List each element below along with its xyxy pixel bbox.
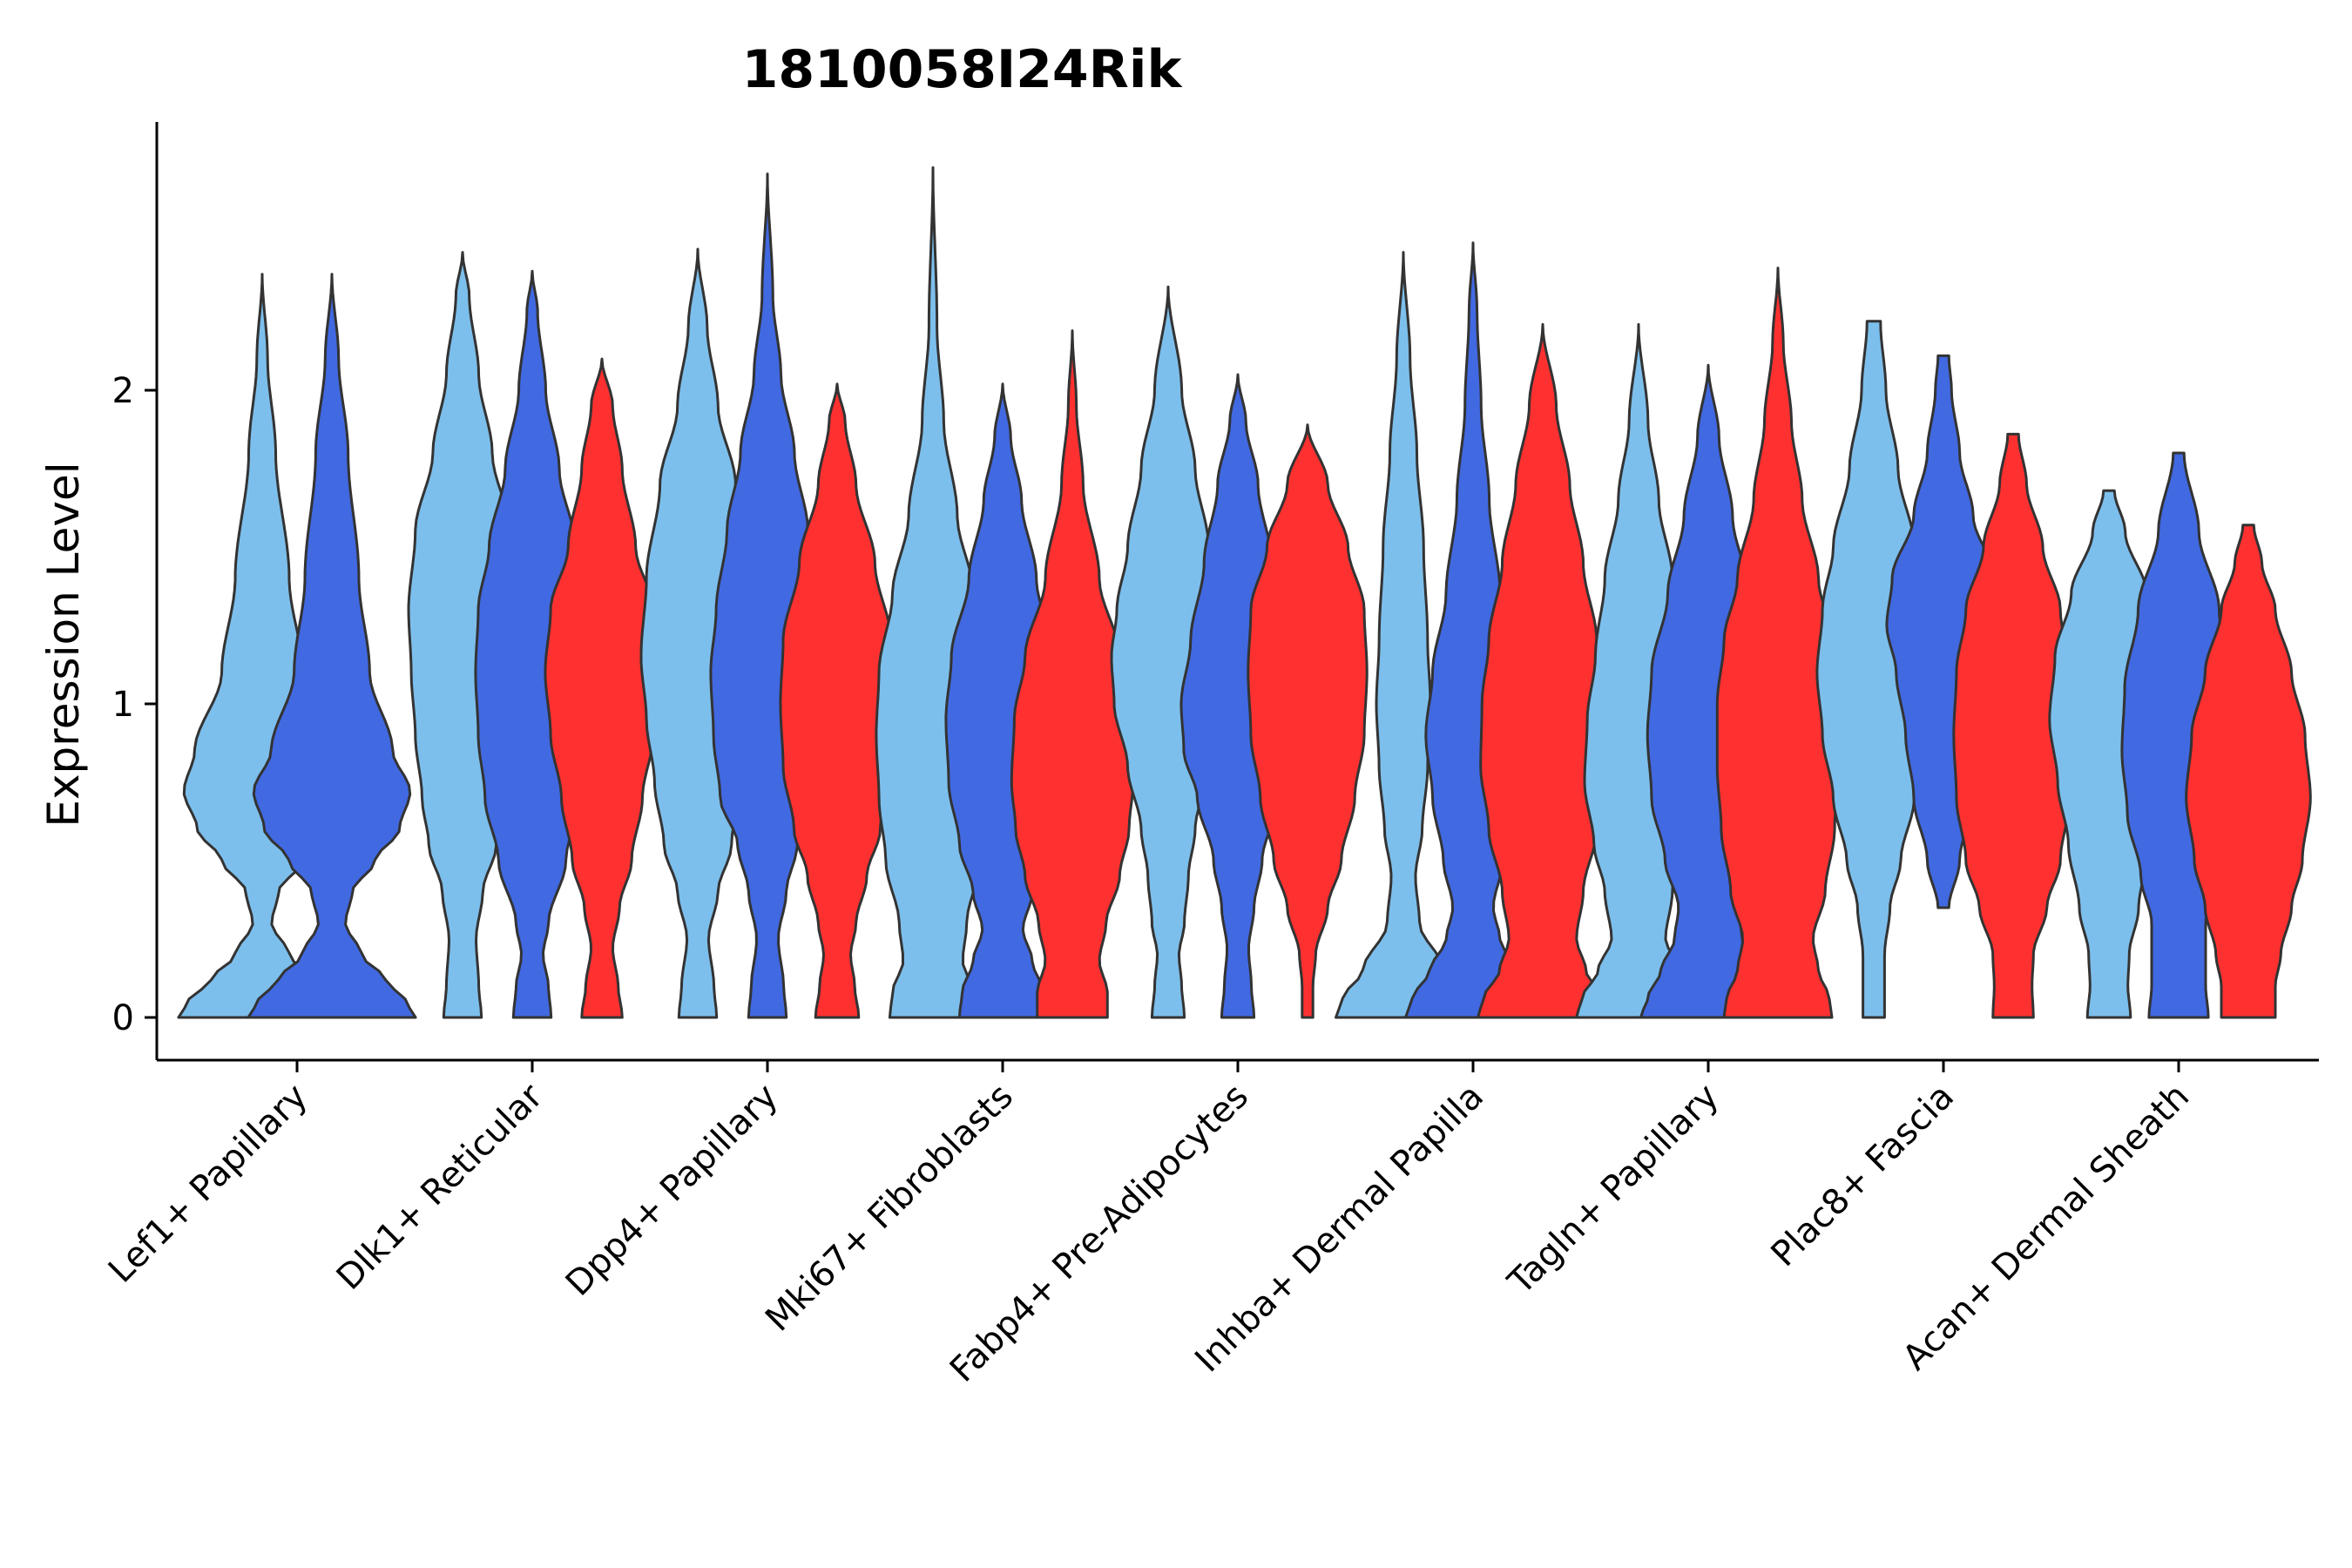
chart-title: 1810058I24Rik xyxy=(742,39,1184,100)
violin-8-right xyxy=(2185,524,2312,1019)
violin-4-right xyxy=(1247,423,1369,1019)
violins-layer xyxy=(177,166,2312,1019)
violin-5-right xyxy=(1477,322,1609,1019)
y-axis-label: Expression Level xyxy=(38,462,89,827)
x-tick-label: Lef1+ Papillary xyxy=(101,1077,315,1291)
y-tick-label: 0 xyxy=(112,998,134,1038)
x-tick-label: Dpp4+ Papillary xyxy=(558,1077,786,1304)
violin-1-right xyxy=(544,357,660,1019)
x-tick-label: Plac8+ Fascia xyxy=(1764,1077,1963,1275)
x-tick-label: Mki67+ Fibroblasts xyxy=(758,1077,1021,1340)
y-tick-label: 2 xyxy=(112,371,134,411)
x-tick-label: Dlk1+ Reticular xyxy=(329,1076,551,1298)
violin-0-right xyxy=(247,273,417,1019)
y-tick-label: 1 xyxy=(112,685,134,725)
x-tick-label: Tagln+ Papillary xyxy=(1500,1077,1727,1303)
